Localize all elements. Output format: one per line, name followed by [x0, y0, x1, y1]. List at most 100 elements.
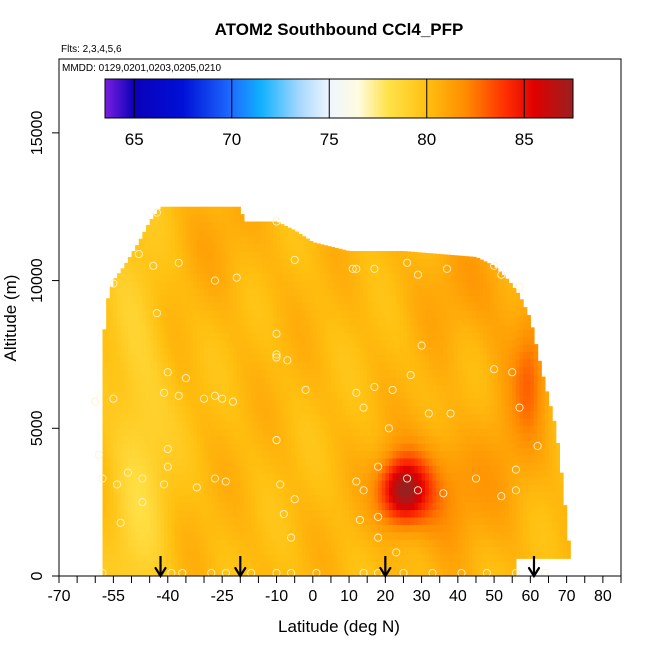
field-cell: [247, 465, 252, 474]
field-cell: [287, 354, 292, 363]
field-cell: [272, 561, 278, 570]
field-cell: [222, 347, 227, 356]
field-cell: [218, 369, 223, 378]
field-cell: [131, 317, 136, 326]
field-cell: [381, 531, 386, 540]
field-cell: [305, 354, 310, 363]
field-cell: [254, 428, 260, 437]
field-cell: [106, 539, 111, 548]
field-cell: [243, 435, 249, 444]
field-cell: [229, 273, 234, 282]
field-cell: [171, 376, 176, 385]
field-cell: [396, 383, 401, 392]
field-cell: [146, 553, 151, 562]
field-cell: [254, 287, 260, 296]
field-cell: [475, 383, 481, 392]
field-cell: [146, 332, 151, 341]
field-cell: [381, 435, 386, 444]
field-cell: [359, 494, 365, 503]
field-cell: [120, 435, 125, 444]
field-cell: [407, 524, 412, 533]
field-cell: [160, 302, 165, 311]
field-cell: [494, 413, 499, 422]
field-cell: [204, 361, 209, 370]
field-cell: [483, 502, 488, 511]
field-cell: [475, 406, 481, 415]
field-cell: [207, 531, 212, 540]
field-cell: [381, 553, 386, 562]
field-cell: [486, 546, 492, 555]
field-cell: [269, 361, 274, 370]
field-cell: [425, 479, 430, 488]
field-cell: [312, 457, 318, 466]
field-cell: [465, 324, 470, 333]
field-cell: [403, 287, 408, 296]
field-cell: [236, 443, 241, 452]
field-cell: [247, 420, 252, 429]
field-cell: [258, 420, 263, 429]
field-cell: [207, 487, 212, 496]
field-cell: [450, 479, 455, 488]
field-cell: [374, 472, 379, 481]
field-cell: [287, 273, 292, 282]
field-cell: [490, 347, 495, 356]
field-cell: [428, 531, 434, 540]
field-cell: [483, 553, 488, 562]
field-cell: [233, 302, 238, 311]
field-cell: [280, 391, 285, 400]
field-cell: [113, 479, 118, 488]
field-cell: [236, 354, 241, 363]
field-cell: [410, 487, 415, 496]
field-cell: [258, 354, 263, 363]
field-cell: [265, 435, 270, 444]
field-cell: [214, 531, 220, 540]
field-cell: [385, 280, 390, 289]
field-cell: [330, 406, 336, 415]
field-cell: [381, 509, 386, 518]
field-cell: [483, 428, 488, 437]
field-cell: [327, 568, 332, 576]
field-cell: [309, 369, 314, 378]
field-cell: [265, 236, 270, 245]
field-cell: [149, 339, 154, 348]
field-cell: [457, 347, 463, 356]
field-cell: [490, 332, 495, 341]
field-cell: [280, 310, 285, 319]
field-cell: [436, 413, 441, 422]
field-cell: [185, 516, 191, 525]
field-cell: [475, 502, 481, 511]
field-cell: [207, 465, 212, 474]
field-cell: [436, 273, 441, 282]
field-cell: [262, 568, 267, 576]
field-cell: [153, 369, 158, 378]
field-cell: [301, 273, 307, 282]
field-cell: [109, 287, 114, 296]
field-cell: [486, 406, 492, 415]
field-cell: [196, 435, 202, 444]
field-cell: [320, 487, 325, 496]
field-cell: [106, 524, 111, 533]
field-cell: [117, 524, 122, 533]
field-cell: [381, 310, 386, 319]
field-cell: [146, 516, 151, 525]
field-cell: [214, 310, 220, 319]
field-cell: [131, 354, 136, 363]
field-cell: [457, 561, 463, 570]
field-cell: [486, 339, 492, 348]
field-cell: [396, 302, 401, 311]
field-cell: [280, 428, 285, 437]
field-cell: [153, 347, 158, 356]
field-cell: [175, 221, 180, 230]
field-cell: [396, 376, 401, 385]
field-cell: [359, 450, 365, 459]
field-cell: [320, 509, 325, 518]
field-cell: [468, 531, 473, 540]
field-cell: [475, 472, 481, 481]
field-cell: [229, 420, 234, 429]
field-cell: [127, 354, 133, 363]
field-cell: [113, 310, 118, 319]
field-cell: [327, 479, 332, 488]
field-cell: [200, 553, 205, 562]
field-cell: [338, 265, 343, 274]
field-cell: [410, 561, 415, 570]
